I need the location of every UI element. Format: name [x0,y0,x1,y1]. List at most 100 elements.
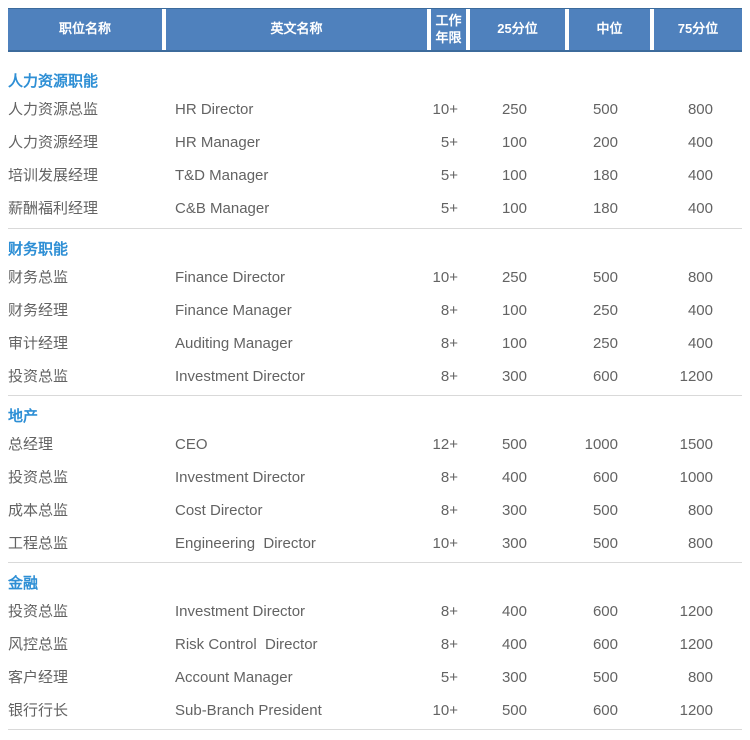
cell-position-en: Investment Director [175,604,306,621]
cell-position-en: Finance Manager [175,303,292,320]
cell-years: 5+ [440,135,458,152]
section-title: 财务职能 [8,241,69,258]
cell-median: 600 [592,604,618,621]
cell-p25: 400 [501,470,527,487]
bottom-divider [8,729,742,730]
cell-p75: 800 [687,536,713,553]
table-row: 投资总监 Investment Director 8+ 300 600 1200 [8,361,742,394]
table-row: 培训发展经理 T&D Manager 5+ 100 180 400 [8,160,742,193]
cell-median: 250 [592,303,618,320]
section-rows: 投资总监 Investment Director 8+ 400 600 1200… [8,596,742,728]
cell-p75: 1200 [679,369,713,386]
cell-position-cn: 投资总监 [8,369,69,386]
cell-p25: 300 [501,369,527,386]
cell-position-cn: 人力资源经理 [8,135,99,152]
section-rows: 人力资源总监 HR Director 10+ 250 500 800 人力资源经… [8,94,742,226]
table-row: 财务经理 Finance Manager 8+ 100 250 400 [8,295,742,328]
cell-years: 5+ [440,670,458,687]
cell-position-en: Engineering Director [175,536,316,553]
table-section: 人力资源职能 人力资源总监 HR Director 10+ 250 500 80… [8,52,742,228]
cell-position-cn: 财务经理 [8,303,69,320]
table-row: 工程总监 Engineering Director 10+ 300 500 80… [8,528,742,561]
cell-position-cn: 投资总监 [8,470,69,487]
cell-p75: 800 [687,102,713,119]
cell-median: 250 [592,336,618,353]
cell-p25: 500 [501,437,527,454]
cell-years: 10+ [432,270,458,287]
cell-p75: 1200 [679,703,713,720]
cell-p75: 800 [687,503,713,520]
cell-years: 8+ [440,470,458,487]
cell-median: 500 [592,102,618,119]
cell-position-en: Investment Director [175,369,306,386]
cell-p25: 250 [501,102,527,119]
cell-position-cn: 财务总监 [8,270,69,287]
table-row: 投资总监 Investment Director 8+ 400 600 1200 [8,596,742,629]
cell-median: 500 [592,270,618,287]
cell-years: 8+ [440,503,458,520]
cell-position-en: Investment Director [175,470,306,487]
section-rows: 总经理 CEO 12+ 500 1000 1500 投资总监 Investmen… [8,429,742,561]
cell-p25: 300 [501,536,527,553]
cell-p25: 100 [501,135,527,152]
cell-position-cn: 成本总监 [8,503,69,520]
cell-position-cn: 工程总监 [8,536,69,553]
table-body: 人力资源职能 人力资源总监 HR Director 10+ 250 500 80… [8,52,742,729]
section-rows: 财务总监 Finance Director 10+ 250 500 800 财务… [8,262,742,394]
cell-median: 180 [592,201,618,218]
cell-years: 8+ [440,303,458,320]
cell-years: 8+ [440,336,458,353]
cell-position-en: T&D Manager [175,168,269,185]
table-row: 投资总监 Investment Director 8+ 400 600 1000 [8,462,742,495]
cell-median: 600 [592,369,618,386]
cell-years: 5+ [440,168,458,185]
cell-median: 180 [592,168,618,185]
cell-position-cn: 人力资源总监 [8,102,99,119]
cell-median: 200 [592,135,618,152]
cell-years: 10+ [432,102,458,119]
cell-position-en: C&B Manager [175,201,270,218]
cell-position-cn: 银行行长 [8,703,69,720]
cell-p75: 400 [687,135,713,152]
cell-p75: 1200 [679,637,713,654]
cell-p75: 400 [687,336,713,353]
table-row: 审计经理 Auditing Manager 8+ 100 250 400 [8,328,742,361]
table-row: 财务总监 Finance Director 10+ 250 500 800 [8,262,742,295]
table-row: 风控总监 Risk Control Director 8+ 400 600 12… [8,629,742,662]
cell-p75: 400 [687,168,713,185]
section-title: 地产 [8,408,39,425]
cell-position-en: Sub-Branch President [175,703,322,720]
table-section: 地产 总经理 CEO 12+ 500 1000 1500 投资总监 Invest… [8,395,742,562]
cell-p25: 400 [501,604,527,621]
cell-p25: 250 [501,270,527,287]
cell-p25: 400 [501,637,527,654]
cell-p75: 800 [687,670,713,687]
cell-position-cn: 客户经理 [8,670,69,687]
table-row: 总经理 CEO 12+ 500 1000 1500 [8,429,742,462]
cell-position-cn: 审计经理 [8,336,69,353]
cell-median: 1000 [584,437,618,454]
cell-position-en: CEO [175,437,208,454]
cell-p75: 1200 [679,604,713,621]
cell-position-en: Cost Director [175,503,263,520]
column-header-position-cn: 职位名称 [8,9,162,50]
cell-p25: 100 [501,201,527,218]
cell-p75: 800 [687,270,713,287]
cell-position-cn: 薪酬福利经理 [8,201,99,218]
cell-position-cn: 总经理 [8,437,54,454]
table-section: 金融 投资总监 Investment Director 8+ 400 600 1… [8,562,742,729]
cell-p25: 500 [501,703,527,720]
cell-years: 10+ [432,536,458,553]
cell-median: 500 [592,670,618,687]
cell-median: 600 [592,703,618,720]
cell-years: 8+ [440,369,458,386]
cell-position-cn: 投资总监 [8,604,69,621]
cell-median: 500 [592,536,618,553]
cell-p25: 100 [501,336,527,353]
column-header-years: 工作年限 [431,9,466,50]
cell-position-en: HR Director [175,102,254,119]
column-header-position-en: 英文名称 [166,9,427,50]
cell-position-cn: 培训发展经理 [8,168,99,185]
cell-years: 12+ [432,437,458,454]
